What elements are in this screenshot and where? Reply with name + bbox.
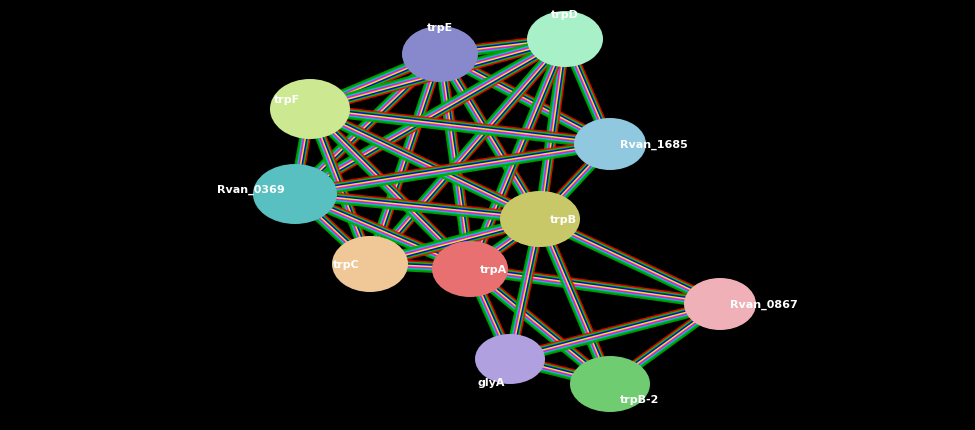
Ellipse shape xyxy=(500,191,580,247)
Text: trpC: trpC xyxy=(333,259,360,269)
Text: Rvan_1685: Rvan_1685 xyxy=(620,140,687,150)
Text: trpE: trpE xyxy=(427,23,453,33)
Text: trpA: trpA xyxy=(480,264,507,274)
Ellipse shape xyxy=(570,356,650,412)
Ellipse shape xyxy=(527,12,603,68)
Ellipse shape xyxy=(270,80,350,140)
Ellipse shape xyxy=(402,27,478,83)
Text: trpB: trpB xyxy=(550,215,577,224)
Ellipse shape xyxy=(475,334,545,384)
Ellipse shape xyxy=(684,278,756,330)
Text: trpB-2: trpB-2 xyxy=(620,394,659,404)
Ellipse shape xyxy=(253,165,337,224)
Text: trpD: trpD xyxy=(551,10,579,20)
Ellipse shape xyxy=(574,119,646,171)
Text: trpF: trpF xyxy=(274,95,300,105)
Text: Rvan_0867: Rvan_0867 xyxy=(730,299,798,310)
Text: Rvan_0369: Rvan_0369 xyxy=(217,184,285,195)
Ellipse shape xyxy=(332,237,408,292)
Text: glyA: glyA xyxy=(478,377,505,387)
Ellipse shape xyxy=(432,241,508,297)
